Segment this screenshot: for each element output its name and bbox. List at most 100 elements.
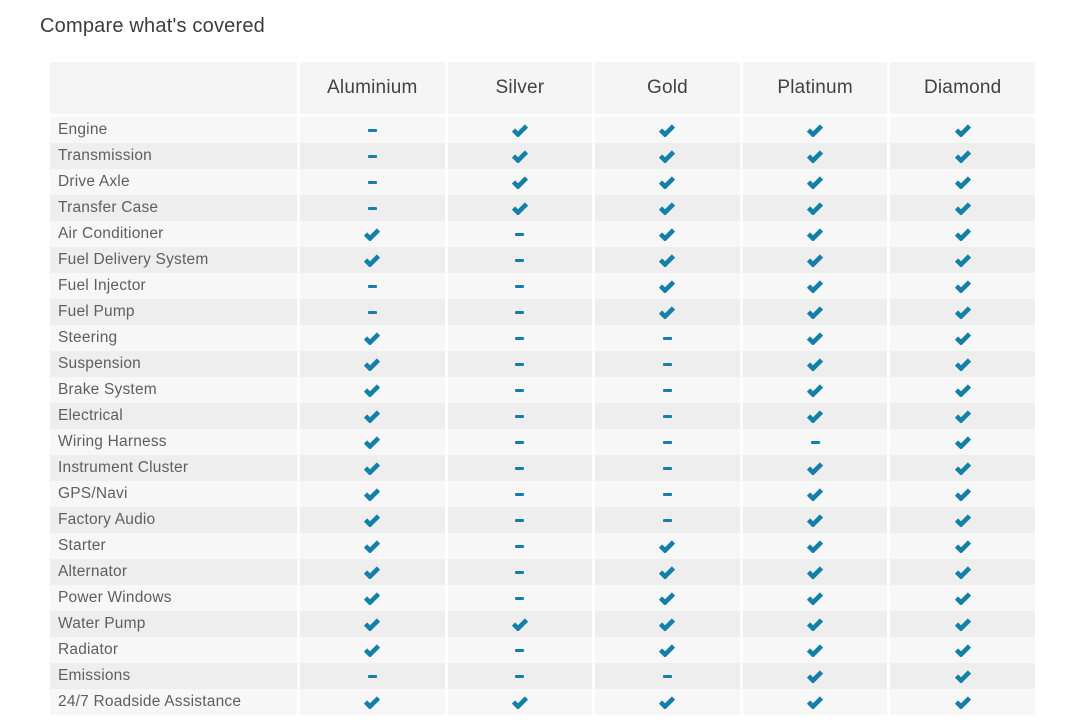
check-icon xyxy=(954,591,971,605)
check-icon xyxy=(807,279,824,293)
coverage-cell-dash xyxy=(595,663,740,689)
row-label: Steering xyxy=(50,325,297,351)
table-row: Radiator xyxy=(50,637,1035,663)
row-label: Instrument Cluster xyxy=(50,455,297,481)
check-icon xyxy=(807,149,824,163)
coverage-cell-check xyxy=(890,143,1035,169)
table-row: Drive Axle xyxy=(50,169,1035,195)
row-label: Water Pump xyxy=(50,611,297,637)
coverage-cell-check xyxy=(300,585,445,611)
check-icon xyxy=(364,695,381,709)
check-icon xyxy=(954,409,971,423)
coverage-cell-check xyxy=(890,221,1035,247)
table-row: Starter xyxy=(50,533,1035,559)
check-icon xyxy=(659,175,676,189)
dash-icon xyxy=(367,206,377,210)
check-icon xyxy=(954,617,971,631)
table-row: Water Pump xyxy=(50,611,1035,637)
check-icon xyxy=(807,591,824,605)
coverage-cell-dash xyxy=(447,325,593,351)
row-label: Electrical xyxy=(50,403,297,429)
check-icon xyxy=(954,175,971,189)
row-label: Radiator xyxy=(50,637,297,663)
coverage-cell-check xyxy=(742,117,888,143)
coverage-cell-check xyxy=(742,611,888,637)
plan-column-header-gold: Gold xyxy=(595,62,740,114)
dash-icon xyxy=(662,466,672,470)
dash-icon xyxy=(662,362,672,366)
coverage-cell-dash xyxy=(447,637,593,663)
dash-icon xyxy=(662,674,672,678)
row-label: Starter xyxy=(50,533,297,559)
table-row: Alternator xyxy=(50,559,1035,585)
coverage-cell-check xyxy=(300,455,445,481)
coverage-cell-dash xyxy=(742,429,888,455)
check-icon xyxy=(659,591,676,605)
table-header-empty-cell xyxy=(50,62,297,114)
coverage-cell-check xyxy=(595,637,740,663)
coverage-cell-check xyxy=(890,299,1035,325)
row-label: Brake System xyxy=(50,377,297,403)
coverage-cell-check xyxy=(742,195,888,221)
dash-icon xyxy=(515,284,525,288)
coverage-cell-dash xyxy=(447,533,593,559)
coverage-cell-dash xyxy=(595,429,740,455)
row-label: Wiring Harness xyxy=(50,429,297,455)
coverage-cell-dash xyxy=(595,325,740,351)
dash-icon xyxy=(515,596,525,600)
plan-column-header-silver: Silver xyxy=(447,62,593,114)
check-icon xyxy=(807,357,824,371)
table-row: Fuel Injector xyxy=(50,273,1035,299)
coverage-cell-dash xyxy=(300,273,445,299)
coverage-cell-check xyxy=(742,299,888,325)
check-icon xyxy=(364,383,381,397)
check-icon xyxy=(364,565,381,579)
coverage-cell-check xyxy=(742,143,888,169)
coverage-cell-check xyxy=(447,169,593,195)
check-icon xyxy=(511,201,528,215)
dash-icon xyxy=(515,258,525,262)
coverage-cell-dash xyxy=(300,117,445,143)
coverage-cell-dash xyxy=(447,221,593,247)
check-icon xyxy=(659,305,676,319)
dash-icon xyxy=(662,414,672,418)
coverage-cell-check xyxy=(890,325,1035,351)
table-row: Power Windows xyxy=(50,585,1035,611)
coverage-cell-dash xyxy=(447,559,593,585)
coverage-cell-check xyxy=(890,663,1035,689)
table-row: Brake System xyxy=(50,377,1035,403)
coverage-cell-check xyxy=(300,559,445,585)
dash-icon xyxy=(515,518,525,522)
row-label: GPS/Navi xyxy=(50,481,297,507)
coverage-cell-dash xyxy=(447,247,593,273)
table-row: Suspension xyxy=(50,351,1035,377)
coverage-cell-check xyxy=(742,637,888,663)
dash-icon xyxy=(515,232,525,236)
dash-icon xyxy=(515,414,525,418)
coverage-cell-check xyxy=(447,143,593,169)
check-icon xyxy=(954,201,971,215)
coverage-cell-check xyxy=(447,689,593,715)
coverage-cell-check xyxy=(595,559,740,585)
coverage-cell-dash xyxy=(447,429,593,455)
coverage-cell-check xyxy=(742,221,888,247)
check-icon xyxy=(807,227,824,241)
row-label: Fuel Pump xyxy=(50,299,297,325)
check-icon xyxy=(954,383,971,397)
coverage-cell-check xyxy=(890,585,1035,611)
table-row: Emissions xyxy=(50,663,1035,689)
check-icon xyxy=(364,513,381,527)
row-label: Power Windows xyxy=(50,585,297,611)
coverage-cell-check xyxy=(742,689,888,715)
coverage-cell-check xyxy=(447,195,593,221)
table-row: Factory Audio xyxy=(50,507,1035,533)
dash-icon xyxy=(367,674,377,678)
dash-icon xyxy=(515,466,525,470)
coverage-cell-check xyxy=(890,117,1035,143)
coverage-cell-check xyxy=(300,507,445,533)
coverage-cell-check xyxy=(890,377,1035,403)
table-row: Instrument Cluster xyxy=(50,455,1035,481)
check-icon xyxy=(807,201,824,215)
check-icon xyxy=(954,253,971,267)
coverage-cell-check xyxy=(595,689,740,715)
